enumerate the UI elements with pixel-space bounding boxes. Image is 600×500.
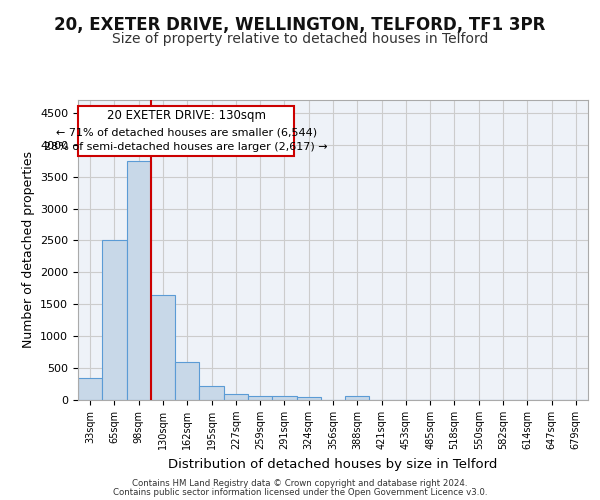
Bar xyxy=(175,362,199,400)
Text: Size of property relative to detached houses in Telford: Size of property relative to detached ho… xyxy=(112,32,488,46)
Bar xyxy=(224,394,248,400)
Bar xyxy=(102,240,127,400)
Text: 28% of semi-detached houses are larger (2,617) →: 28% of semi-detached houses are larger (… xyxy=(44,142,328,152)
Bar xyxy=(345,396,370,400)
Bar xyxy=(127,160,151,400)
Text: 20, EXETER DRIVE, WELLINGTON, TELFORD, TF1 3PR: 20, EXETER DRIVE, WELLINGTON, TELFORD, T… xyxy=(55,16,545,34)
Bar xyxy=(151,294,175,400)
X-axis label: Distribution of detached houses by size in Telford: Distribution of detached houses by size … xyxy=(169,458,497,470)
Text: Contains HM Land Registry data © Crown copyright and database right 2024.: Contains HM Land Registry data © Crown c… xyxy=(132,480,468,488)
FancyBboxPatch shape xyxy=(78,106,294,156)
Bar xyxy=(78,378,102,400)
Text: ← 71% of detached houses are smaller (6,544): ← 71% of detached houses are smaller (6,… xyxy=(56,128,317,138)
Bar xyxy=(199,386,224,400)
Bar xyxy=(296,397,321,400)
Y-axis label: Number of detached properties: Number of detached properties xyxy=(22,152,35,348)
Bar xyxy=(272,396,296,400)
Bar xyxy=(248,396,272,400)
Text: Contains public sector information licensed under the Open Government Licence v3: Contains public sector information licen… xyxy=(113,488,487,497)
Text: 20 EXETER DRIVE: 130sqm: 20 EXETER DRIVE: 130sqm xyxy=(107,110,266,122)
